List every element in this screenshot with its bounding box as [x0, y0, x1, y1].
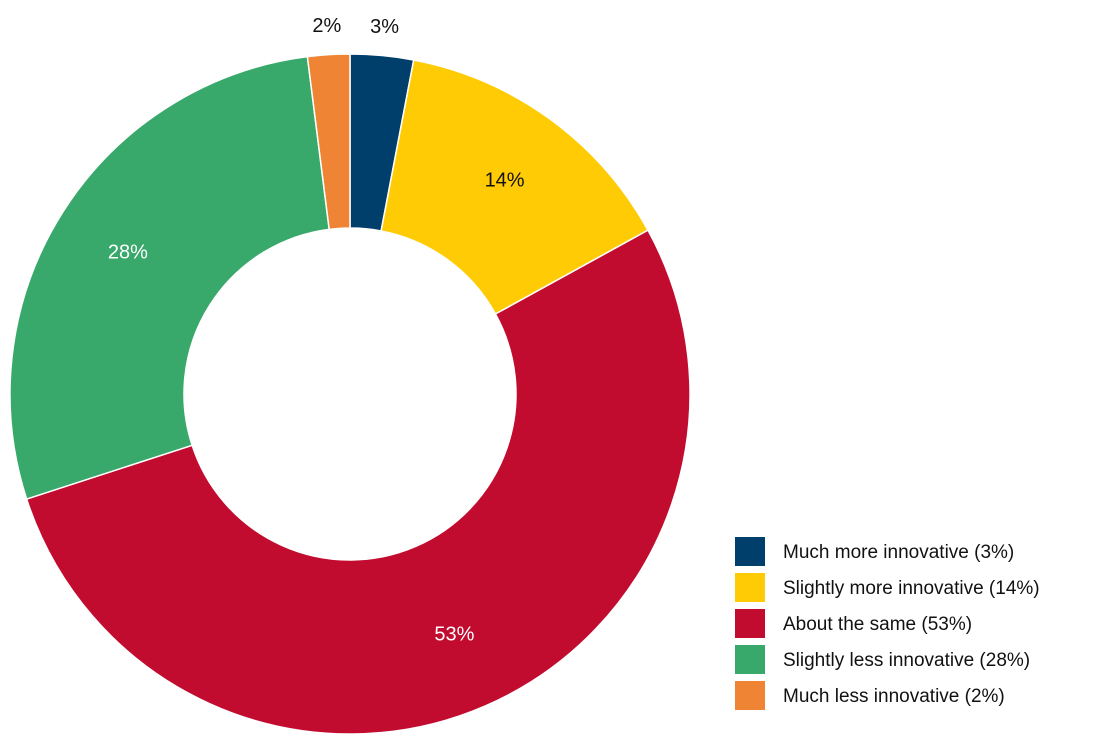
slice-2 — [380, 59, 649, 316]
legend-label: Much less innovative (2%) — [783, 686, 1005, 707]
data-label-1: 3% — [370, 16, 399, 38]
legend-label: Slightly less innovative (28%) — [783, 650, 1031, 671]
legend-label: Slightly more innovative (14%) — [783, 578, 1040, 599]
legend-label: Much more innovative (3%) — [783, 542, 1015, 563]
slice-5 — [306, 53, 351, 231]
data-label-4: 28% — [108, 241, 148, 263]
data-label-5: 2% — [312, 15, 341, 37]
slice-3 — [25, 229, 691, 735]
legend-swatch — [735, 645, 765, 674]
legend-swatch — [735, 609, 765, 638]
legend-label: About the same (53%) — [783, 614, 973, 635]
data-label-2: 14% — [485, 170, 525, 192]
legend-swatch — [735, 537, 765, 566]
slice-4 — [9, 55, 331, 501]
data-label-3: 53% — [434, 624, 474, 646]
legend-swatch — [735, 573, 765, 602]
legend-swatch — [735, 681, 765, 710]
